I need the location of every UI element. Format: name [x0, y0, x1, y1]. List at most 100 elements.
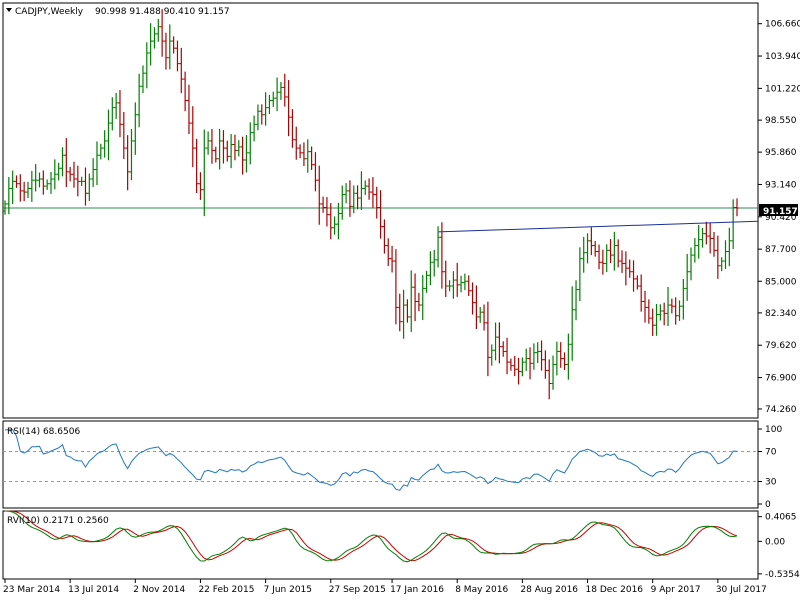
- price-bar: [324, 197, 329, 227]
- price-bar: [18, 174, 23, 202]
- price-bar: [209, 129, 214, 164]
- price-bar: [94, 141, 99, 185]
- rsi-line: [5, 429, 738, 491]
- price-bar: [689, 247, 694, 281]
- price-bar: [298, 144, 303, 159]
- price-bar: [313, 152, 318, 192]
- price-bar: [87, 173, 92, 201]
- time-axis-label: 8 May 2016: [455, 585, 508, 595]
- price-axis-label: 82.340: [765, 309, 797, 319]
- price-bar: [359, 171, 364, 211]
- price-bar: [474, 285, 479, 329]
- price-bar: [531, 343, 536, 370]
- price-bar: [623, 251, 628, 286]
- price-bar: [344, 183, 349, 204]
- price-axis-label: 93.140: [765, 180, 797, 190]
- price-bar: [363, 180, 368, 195]
- price-bar: [401, 289, 406, 339]
- price-bar: [275, 77, 280, 112]
- symbol-label: CADJPY,Weekly: [15, 7, 84, 17]
- price-bar: [56, 162, 61, 181]
- price-bar: [267, 94, 272, 115]
- price-bar: [443, 260, 448, 298]
- price-bar: [52, 159, 57, 190]
- price-bar: [271, 91, 276, 107]
- price-bar: [662, 302, 667, 326]
- price-bar: [45, 179, 50, 190]
- price-bar: [413, 273, 418, 322]
- price-bar: [627, 259, 632, 278]
- price-bar: [374, 186, 379, 219]
- rvi-axis-label: 0.4065: [765, 513, 797, 523]
- price-bar: [520, 357, 525, 377]
- time-axis-label: 27 Sep 2015: [329, 585, 386, 595]
- price-bar: [351, 185, 356, 214]
- price-bar: [79, 176, 84, 187]
- price-bar: [570, 286, 575, 361]
- price-bar: [685, 253, 690, 301]
- price-axis-label: 95.860: [765, 148, 797, 158]
- time-axis-label: 13 Jul 2014: [68, 585, 119, 595]
- price-bar: [604, 244, 609, 273]
- price-bar: [286, 80, 291, 137]
- price-bar: [455, 262, 460, 297]
- price-bar: [551, 355, 556, 390]
- rsi-axis: 100 70 30 0: [758, 425, 782, 510]
- price-bar: [355, 185, 360, 210]
- time-axis: 23 Mar 2014 13 Jul 2014 2 Nov 2014 22 Feb 2…: [3, 579, 767, 595]
- price-bar: [508, 358, 513, 371]
- price-bar: [378, 190, 383, 239]
- price-bar: [470, 282, 475, 315]
- symbol-dropdown-icon[interactable]: [6, 8, 12, 12]
- price-bar: [22, 181, 27, 202]
- rvi-axis: 0.4065 0.00 -0.5354: [758, 513, 800, 580]
- price-bar: [163, 32, 168, 70]
- price-axis-label: 76.900: [765, 374, 797, 384]
- price-bar: [436, 226, 441, 268]
- price-bar: [516, 357, 521, 385]
- price-bar: [459, 275, 464, 293]
- price-bar: [152, 27, 157, 49]
- price-bar: [432, 249, 437, 277]
- price-bar: [175, 40, 180, 72]
- price-bar: [731, 199, 736, 250]
- price-bar: [98, 143, 103, 160]
- time-axis-label: 22 Feb 2015: [198, 585, 254, 595]
- price-bar: [723, 240, 728, 269]
- price-bar: [692, 238, 697, 263]
- price-bar: [608, 239, 613, 263]
- price-bar: [735, 198, 739, 217]
- price-bar: [708, 222, 713, 254]
- price-bar: [156, 18, 161, 42]
- price-bar: [114, 92, 119, 119]
- price-bar: [466, 275, 471, 296]
- price-bar: [3, 200, 7, 215]
- time-axis-label: 7 Jun 2015: [264, 585, 312, 595]
- price-axis-label: 106.660: [765, 20, 800, 30]
- price-bar: [439, 222, 444, 289]
- price-bar: [255, 104, 260, 131]
- rvi-layer: [4, 510, 738, 563]
- price-bar: [41, 170, 46, 195]
- price-bar: [71, 161, 76, 188]
- price-bar: [160, 9, 165, 57]
- price-bar: [301, 142, 306, 167]
- price-bar: [462, 273, 467, 291]
- price-bar: [666, 286, 671, 327]
- price-bar: [263, 92, 268, 126]
- price-bar: [236, 140, 241, 157]
- price-bar: [202, 129, 207, 217]
- price-axis: 106.660 103.940 101.220 98.550 95.860 93.140 9…: [758, 20, 800, 415]
- price-bar: [125, 135, 130, 191]
- price-bar: [117, 90, 122, 138]
- price-bar: [650, 308, 655, 336]
- price-bar: [700, 228, 705, 248]
- price-bar: [282, 73, 287, 107]
- price-bar: [654, 304, 659, 336]
- price-bar: [133, 102, 138, 155]
- rvi-panel-frame: [2, 510, 759, 580]
- price-bar: [186, 84, 191, 135]
- price-bar: [294, 126, 299, 160]
